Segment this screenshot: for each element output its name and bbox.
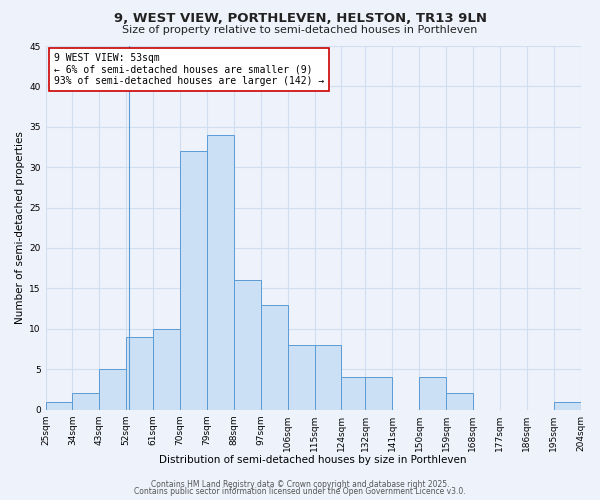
Bar (73, 394, 100, 409)
Text: 9 WEST VIEW: 53sqm
← 6% of semi-detached houses are smaller (9)
93% of semi-deta: 9 WEST VIEW: 53sqm ← 6% of semi-detached… (53, 54, 324, 86)
Bar (153, 329, 180, 409)
Y-axis label: Number of semi-detached properties: Number of semi-detached properties (15, 132, 25, 324)
Bar (126, 337, 153, 409)
Bar (554, 402, 581, 409)
Text: Contains public sector information licensed under the Open Government Licence v3: Contains public sector information licen… (134, 487, 466, 496)
Bar (100, 369, 126, 410)
Bar (287, 345, 314, 410)
Bar (180, 151, 207, 409)
Bar (419, 378, 446, 410)
Bar (207, 135, 234, 409)
Text: Size of property relative to semi-detached houses in Porthleven: Size of property relative to semi-detach… (122, 25, 478, 35)
Text: 9, WEST VIEW, PORTHLEVEN, HELSTON, TR13 9LN: 9, WEST VIEW, PORTHLEVEN, HELSTON, TR13 … (113, 12, 487, 26)
Bar (314, 345, 341, 410)
Bar (446, 394, 473, 409)
Bar (234, 280, 261, 409)
Text: Contains HM Land Registry data © Crown copyright and database right 2025.: Contains HM Land Registry data © Crown c… (151, 480, 449, 489)
Bar (341, 378, 368, 410)
Bar (46, 402, 73, 409)
Bar (261, 304, 287, 410)
Bar (365, 378, 392, 410)
X-axis label: Distribution of semi-detached houses by size in Porthleven: Distribution of semi-detached houses by … (159, 455, 467, 465)
